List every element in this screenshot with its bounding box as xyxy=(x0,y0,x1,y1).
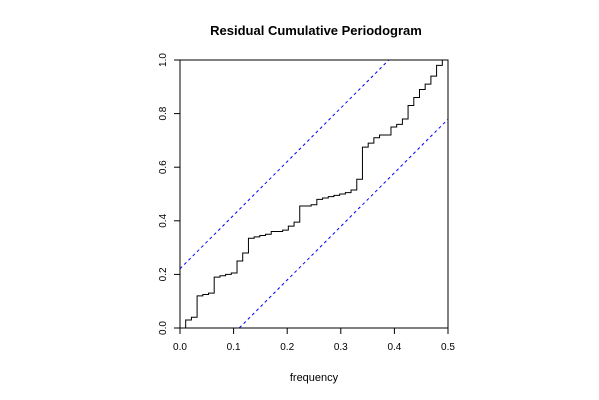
x-tick-label: 0.4 xyxy=(387,342,401,353)
upper-confidence-line xyxy=(180,60,390,270)
y-tick-label: 0.2 xyxy=(158,267,169,281)
x-tick-label: 0.0 xyxy=(173,342,187,353)
chart-title: Residual Cumulative Periodogram xyxy=(210,23,422,38)
y-tick-label: 0.4 xyxy=(158,213,169,227)
y-axis: 0.0 0.2 0.4 0.6 0.8 1.0 xyxy=(158,53,180,335)
x-tick-label: 0.3 xyxy=(334,342,348,353)
y-tick-label: 0.8 xyxy=(158,106,169,120)
x-tick-label: 0.1 xyxy=(227,342,241,353)
x-tick-label: 0.2 xyxy=(280,342,294,353)
y-tick-label: 1.0 xyxy=(158,53,169,67)
x-axis: 0.0 0.1 0.2 0.3 0.4 0.5 xyxy=(173,328,455,353)
x-axis-label: frequency xyxy=(290,372,339,384)
lower-confidence-line xyxy=(238,118,448,328)
plot-frame xyxy=(179,59,449,329)
x-tick-label: 0.5 xyxy=(441,342,455,353)
y-tick-label: 0.6 xyxy=(158,160,169,174)
cumulative-periodogram-line xyxy=(180,60,448,328)
y-tick-label: 0.0 xyxy=(158,321,169,335)
